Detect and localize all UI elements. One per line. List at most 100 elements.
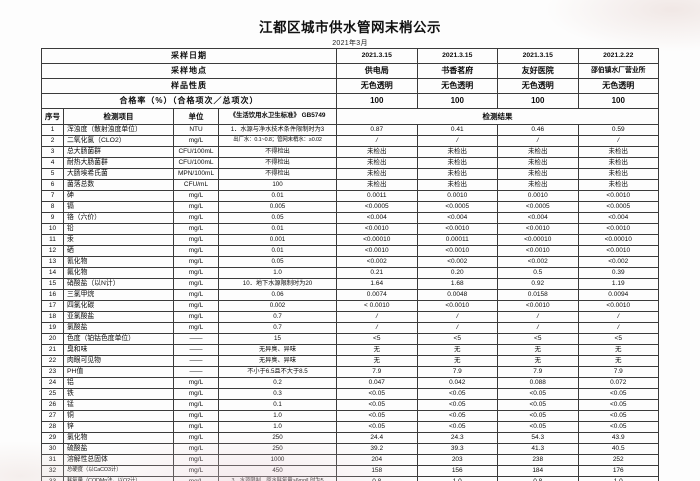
row-result-value: / [336, 311, 418, 323]
summary-row-value: 2021.3.15 [416, 48, 498, 64]
row-unit: mg/L [173, 245, 219, 257]
table-body: 采样日期 2021.3.15 2021.3.15 2021.3.15 2021.2.22… [41, 48, 659, 481]
row-unit: mg/L [173, 267, 219, 279]
row-result-value: <0.05 [497, 410, 579, 422]
row-unit: mg/L [173, 322, 219, 334]
row-result-value: 无 [577, 344, 659, 356]
table-row: 28 锌 mg/L 1.0 <0.05 <0.05 <0.05 <0.05 [41, 421, 659, 433]
row-standard-limit: 0.01 [218, 223, 337, 235]
summary-row-value: 2021.3.15 [336, 48, 418, 64]
row-result-value: <0.0005 [497, 201, 579, 213]
water-quality-table: 采样日期 2021.3.15 2021.3.15 2021.3.15 2021.2.22… [41, 48, 659, 481]
row-result-value: 0.8 [497, 476, 579, 481]
table-row: 14 氟化物 mg/L 1.0 0.21 0.20 0.5 0.39 [41, 267, 659, 279]
column-header-results: 检测结果 [336, 108, 659, 125]
row-result-value: <0.004 [416, 212, 498, 224]
table-row: 1 浑浊度（散射浊度单位） NTU 1．水源与净水技术条件限制时为3 0.87 0.41 0… [41, 124, 659, 136]
row-result-value: / [497, 135, 579, 147]
row-item-name: 浑浊度（散射浊度单位） [63, 124, 174, 136]
row-result-value: 39.3 [416, 443, 498, 455]
row-index: 13 [41, 256, 64, 268]
row-result-value: <0.05 [336, 399, 418, 411]
row-result-value: 0.072 [577, 377, 659, 389]
row-standard-limit: 无异臭、异味 [218, 355, 337, 367]
row-index: 17 [41, 300, 64, 312]
row-item-name: 三氯甲烷 [63, 289, 174, 301]
row-result-value: <0.05 [497, 421, 579, 433]
row-standard-limit: 250 [218, 443, 337, 455]
summary-row-value: 100 [497, 93, 579, 109]
row-result-value: 0.21 [336, 267, 418, 279]
page-title: 江都区城市供水管网末梢公示 [259, 20, 441, 35]
row-item-name: 色度（铂钴色度单位） [63, 333, 174, 345]
row-result-value: <0.00010 [577, 234, 659, 246]
row-item-name: 肉眼可见物 [63, 355, 174, 367]
row-result-value: <0.004 [336, 212, 418, 224]
row-unit: mg/L [173, 300, 219, 312]
summary-row-value: 邵伯镇水厂营业所 [577, 63, 659, 79]
row-item-name: 汞 [63, 234, 174, 246]
row-item-name: 氯化物 [63, 432, 174, 444]
table-row: 33耗氧量（CODMn法，以O2计）mg/L3．水源限制、原水耗氧量>6mg/L… [41, 476, 659, 481]
row-item-name: 总硬度（以CaCO3计） [63, 465, 174, 477]
row-standard-limit: 1.0 [218, 267, 337, 279]
row-item-name: 菌落总数 [63, 179, 174, 191]
row-standard-limit: 无异臭、异味 [218, 344, 337, 356]
row-result-value: <0.05 [336, 388, 418, 400]
row-result-value: 1.64 [336, 278, 418, 290]
row-result-value: 0.0010 [416, 190, 498, 202]
row-result-value: 无 [497, 355, 579, 367]
table-row: 2 二氧化氯（CLO2） mg/L 出厂水：0.1~0.8；管网末梢水：≥0.02//… [41, 135, 659, 147]
row-result-value: <0.0010 [497, 223, 579, 235]
row-result-value: 40.5 [577, 443, 659, 455]
row-result-value: <0.0010 [336, 223, 418, 235]
row-item-name: 锌 [63, 421, 174, 433]
row-standard-limit: 不得检出 [218, 168, 337, 180]
row-index: 20 [41, 333, 64, 345]
table-row: 16 三氯甲烷 mg/L 0.06 0.0074 0.0048 0.0158 0.0094 [41, 289, 659, 301]
row-result-value: / [416, 311, 498, 323]
row-result-value: 156 [416, 465, 498, 477]
row-result-value: 未检出 [577, 168, 659, 180]
row-unit: mg/L [173, 201, 219, 213]
row-unit: mg/L [173, 289, 219, 301]
row-result-value: 未检出 [416, 168, 498, 180]
water-quality-table-container: 采样日期 2021.3.15 2021.3.15 2021.3.15 2021.2.22… [41, 48, 659, 481]
table-row: 4 耐热大肠菌群 CFU/100mL 不得检出 未检出 未检出 未检出 未检出 [41, 157, 659, 169]
row-result-value: <0.002 [577, 256, 659, 268]
row-result-value: 7.9 [416, 366, 498, 378]
row-result-value: 未检出 [416, 157, 498, 169]
summary-row: 采样日期 2021.3.15 2021.3.15 2021.3.15 2021.2.22 [41, 48, 659, 64]
row-index: 16 [41, 289, 64, 301]
summary-row-value: 2021.2.22 [577, 48, 659, 64]
row-unit: mg/L [173, 190, 219, 202]
summary-row-value: 无色透明 [497, 78, 579, 94]
table-row: 31 溶解性总固体 mg/L 1000 204 203 238 252 [41, 454, 659, 466]
table-row: 32 总硬度（以CaCO3计） mg/L 450 158 156 184 176 [41, 465, 659, 477]
row-result-value: <0.0010 [336, 245, 418, 257]
row-result-value: 未检出 [416, 179, 498, 191]
row-item-name: 硝酸盐（以N计） [63, 278, 174, 290]
summary-row-value: 供电局 [336, 63, 418, 79]
table-row: 17 四氯化碳 mg/L 0.002 < 0.0010 <0.0010 <0.0010 <0.… [41, 300, 659, 312]
row-unit: mg/L [173, 443, 219, 455]
row-result-value: 7.9 [497, 366, 579, 378]
table-row: 23 PH值 —— 不小于6.5且不大于8.5 7.9 7.9 7.9 7.9 [41, 366, 659, 378]
row-result-value: <0.05 [336, 410, 418, 422]
row-standard-limit: 0.005 [218, 201, 337, 213]
row-result-value: <0.0010 [416, 223, 498, 235]
row-result-value: 0.41 [416, 124, 498, 136]
row-result-value: 39.2 [336, 443, 418, 455]
row-result-value: 未检出 [336, 146, 418, 158]
row-result-value: 无 [416, 344, 498, 356]
row-standard-limit: 0.001 [218, 234, 337, 246]
row-standard-limit: 0.06 [218, 289, 337, 301]
table-row: 3 总大肠菌群 CFU/100mL 不得检出 未检出 未检出 未检出 未检出 [41, 146, 659, 158]
column-header-unit: 单位 [173, 108, 219, 125]
row-result-value: 0.088 [497, 377, 579, 389]
row-result-value: 203 [416, 454, 498, 466]
row-result-value: 0.0010 [497, 190, 579, 202]
row-result-value: 未检出 [336, 168, 418, 180]
row-item-name: 二氧化氯（CLO2） [63, 135, 174, 147]
